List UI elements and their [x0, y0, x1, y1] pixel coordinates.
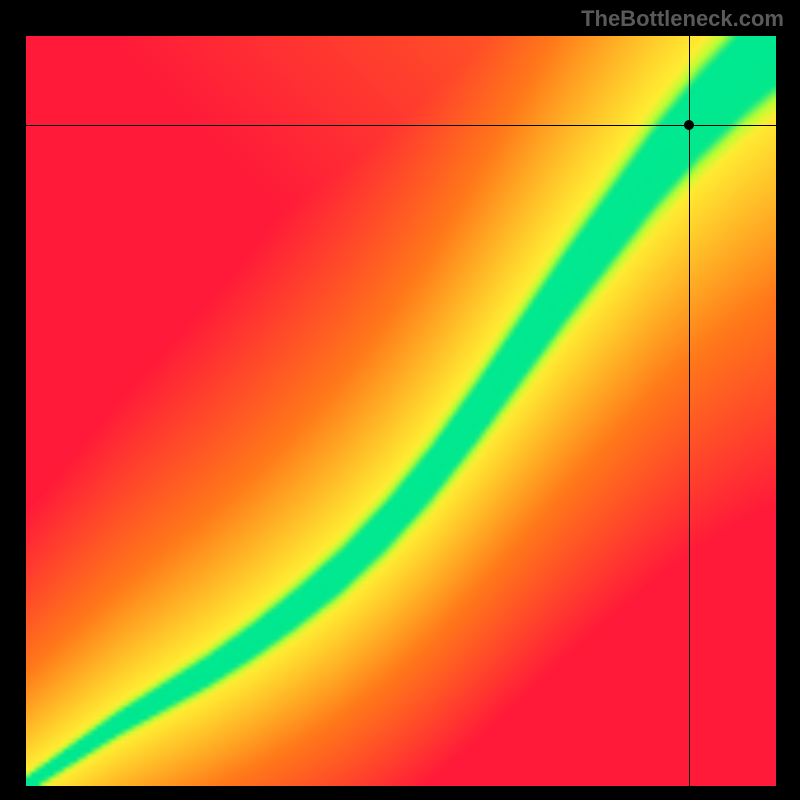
chart-container: TheBottleneck.com [0, 0, 800, 800]
crosshair-horizontal [26, 125, 776, 126]
marker-dot [684, 120, 694, 130]
watermark-text: TheBottleneck.com [581, 6, 784, 32]
plot-area [26, 36, 776, 786]
crosshair-vertical [689, 36, 690, 786]
heatmap-canvas [26, 36, 776, 786]
